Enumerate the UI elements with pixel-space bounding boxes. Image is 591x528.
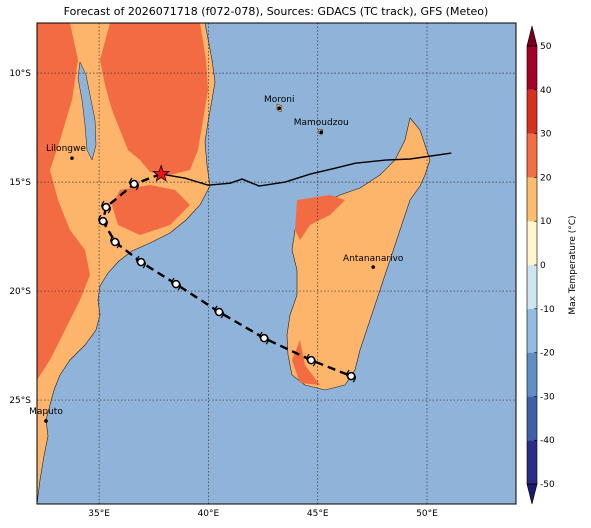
colorbar: -50 -40 -30 -20 -10 0 10 20 30 40 50 bbox=[526, 25, 555, 505]
colorbar-segment bbox=[527, 308, 537, 353]
y-tick-label: 20°S bbox=[9, 287, 31, 297]
colorbar-segment bbox=[527, 265, 537, 309]
storm-ring bbox=[110, 237, 120, 247]
colorbar-segment bbox=[527, 89, 537, 134]
storm-arm bbox=[306, 353, 310, 362]
lake-malawi bbox=[77, 61, 97, 161]
colorbar-tick-label: 10 bbox=[540, 217, 552, 227]
high-temp-region bbox=[112, 185, 190, 235]
storm-symbol bbox=[98, 214, 108, 228]
storm-arm bbox=[265, 336, 270, 345]
colorbar-segment bbox=[527, 352, 537, 397]
colorbar-tick-label: 20 bbox=[540, 173, 552, 183]
storm-arm bbox=[142, 260, 146, 269]
storm-symbol bbox=[101, 200, 111, 214]
colorbar-tick-label: -10 bbox=[540, 305, 555, 315]
storm-arm bbox=[312, 358, 317, 367]
city-label: Mamoudzou bbox=[294, 118, 349, 128]
city-marker bbox=[371, 265, 376, 269]
y-tick-label: 10°S bbox=[9, 69, 31, 79]
comoros bbox=[276, 103, 324, 136]
storm-ring bbox=[346, 371, 356, 381]
city-marker bbox=[277, 106, 282, 111]
colorbar-tick-label: 50 bbox=[540, 42, 552, 52]
city-label: Maputo bbox=[29, 407, 63, 417]
storm-arm bbox=[107, 205, 111, 214]
storm-ring bbox=[136, 257, 146, 267]
storm-symbol bbox=[110, 235, 120, 249]
storm-ring bbox=[214, 307, 224, 317]
observed-track bbox=[161, 152, 452, 187]
storm-arm bbox=[214, 305, 218, 314]
grid bbox=[37, 23, 516, 504]
city-label: Antananarivo bbox=[343, 254, 404, 264]
colorbar-tick-label: 40 bbox=[540, 86, 552, 96]
storm-symbol bbox=[171, 277, 181, 291]
y-tick-label: 15°S bbox=[9, 178, 31, 188]
colorbar-tick-label: -30 bbox=[540, 392, 555, 402]
high-temp-region bbox=[100, 23, 208, 175]
storm-ring bbox=[259, 333, 269, 343]
colorbar-label: Max Temperature (°C) bbox=[568, 215, 578, 314]
storm-symbol bbox=[346, 369, 357, 383]
storm-ring bbox=[306, 355, 316, 365]
storm-symbol bbox=[259, 331, 270, 345]
city-label: Lilongwe bbox=[46, 144, 86, 154]
storm-symbol bbox=[306, 353, 317, 367]
high-temp-region bbox=[292, 195, 345, 385]
storm-ring bbox=[171, 279, 181, 289]
current-position bbox=[152, 164, 171, 182]
storm-arm bbox=[136, 255, 140, 264]
tracks bbox=[44, 106, 452, 423]
colorbar-tick-label: -40 bbox=[540, 436, 555, 446]
storm-ring bbox=[129, 179, 139, 189]
storm-arm bbox=[352, 374, 357, 383]
city-marker bbox=[70, 156, 74, 160]
storm-arm bbox=[116, 240, 120, 249]
storm-ring bbox=[98, 216, 108, 226]
city-marker bbox=[319, 130, 324, 134]
x-tick-label: 50°E bbox=[416, 509, 438, 519]
title: Forecast of 2026071718 (f072-078), Sourc… bbox=[64, 5, 489, 18]
colorbar-segment bbox=[527, 133, 537, 178]
storm-arm bbox=[171, 277, 175, 286]
storm-arm bbox=[104, 219, 108, 228]
madagascar-land bbox=[286, 117, 431, 391]
colorbar-segment bbox=[527, 46, 537, 90]
colorbar-segment bbox=[527, 221, 537, 265]
colorbar-tick-label: -50 bbox=[540, 480, 555, 490]
storm-arm bbox=[220, 310, 224, 319]
colorbar-segment bbox=[527, 440, 537, 484]
storm-arm bbox=[346, 369, 350, 378]
storm-symbol bbox=[214, 305, 224, 319]
colorbar-extend-bottom bbox=[526, 483, 538, 505]
city-label: Moroni bbox=[264, 95, 295, 105]
map-frame bbox=[36, 22, 517, 505]
map-area bbox=[37, 23, 516, 504]
storm-arm bbox=[135, 182, 139, 191]
y-tick-label: 25°S bbox=[9, 396, 31, 406]
storm-arm bbox=[129, 177, 133, 186]
colorbar-tick-label: 30 bbox=[540, 130, 552, 140]
colorbar-tick-label: -20 bbox=[540, 349, 555, 359]
storm-arm bbox=[98, 214, 102, 223]
storm-symbol bbox=[136, 255, 146, 269]
x-tick-label: 40°E bbox=[198, 509, 220, 519]
colorbar-extend-top bbox=[526, 25, 538, 47]
storm-ring bbox=[101, 202, 111, 212]
colorbar-segment bbox=[527, 177, 537, 222]
x-tick-label: 35°E bbox=[88, 509, 110, 519]
x-tick-label: 45°E bbox=[307, 509, 329, 519]
colorbar-segment bbox=[527, 396, 537, 441]
storm-arm bbox=[101, 200, 105, 209]
storm-arm bbox=[259, 331, 263, 340]
storm-arm bbox=[110, 235, 114, 244]
storm-arm bbox=[177, 282, 181, 291]
colorbar-tick-label: 0 bbox=[540, 261, 546, 271]
storm-symbol bbox=[129, 177, 139, 191]
city-marker bbox=[44, 419, 48, 423]
